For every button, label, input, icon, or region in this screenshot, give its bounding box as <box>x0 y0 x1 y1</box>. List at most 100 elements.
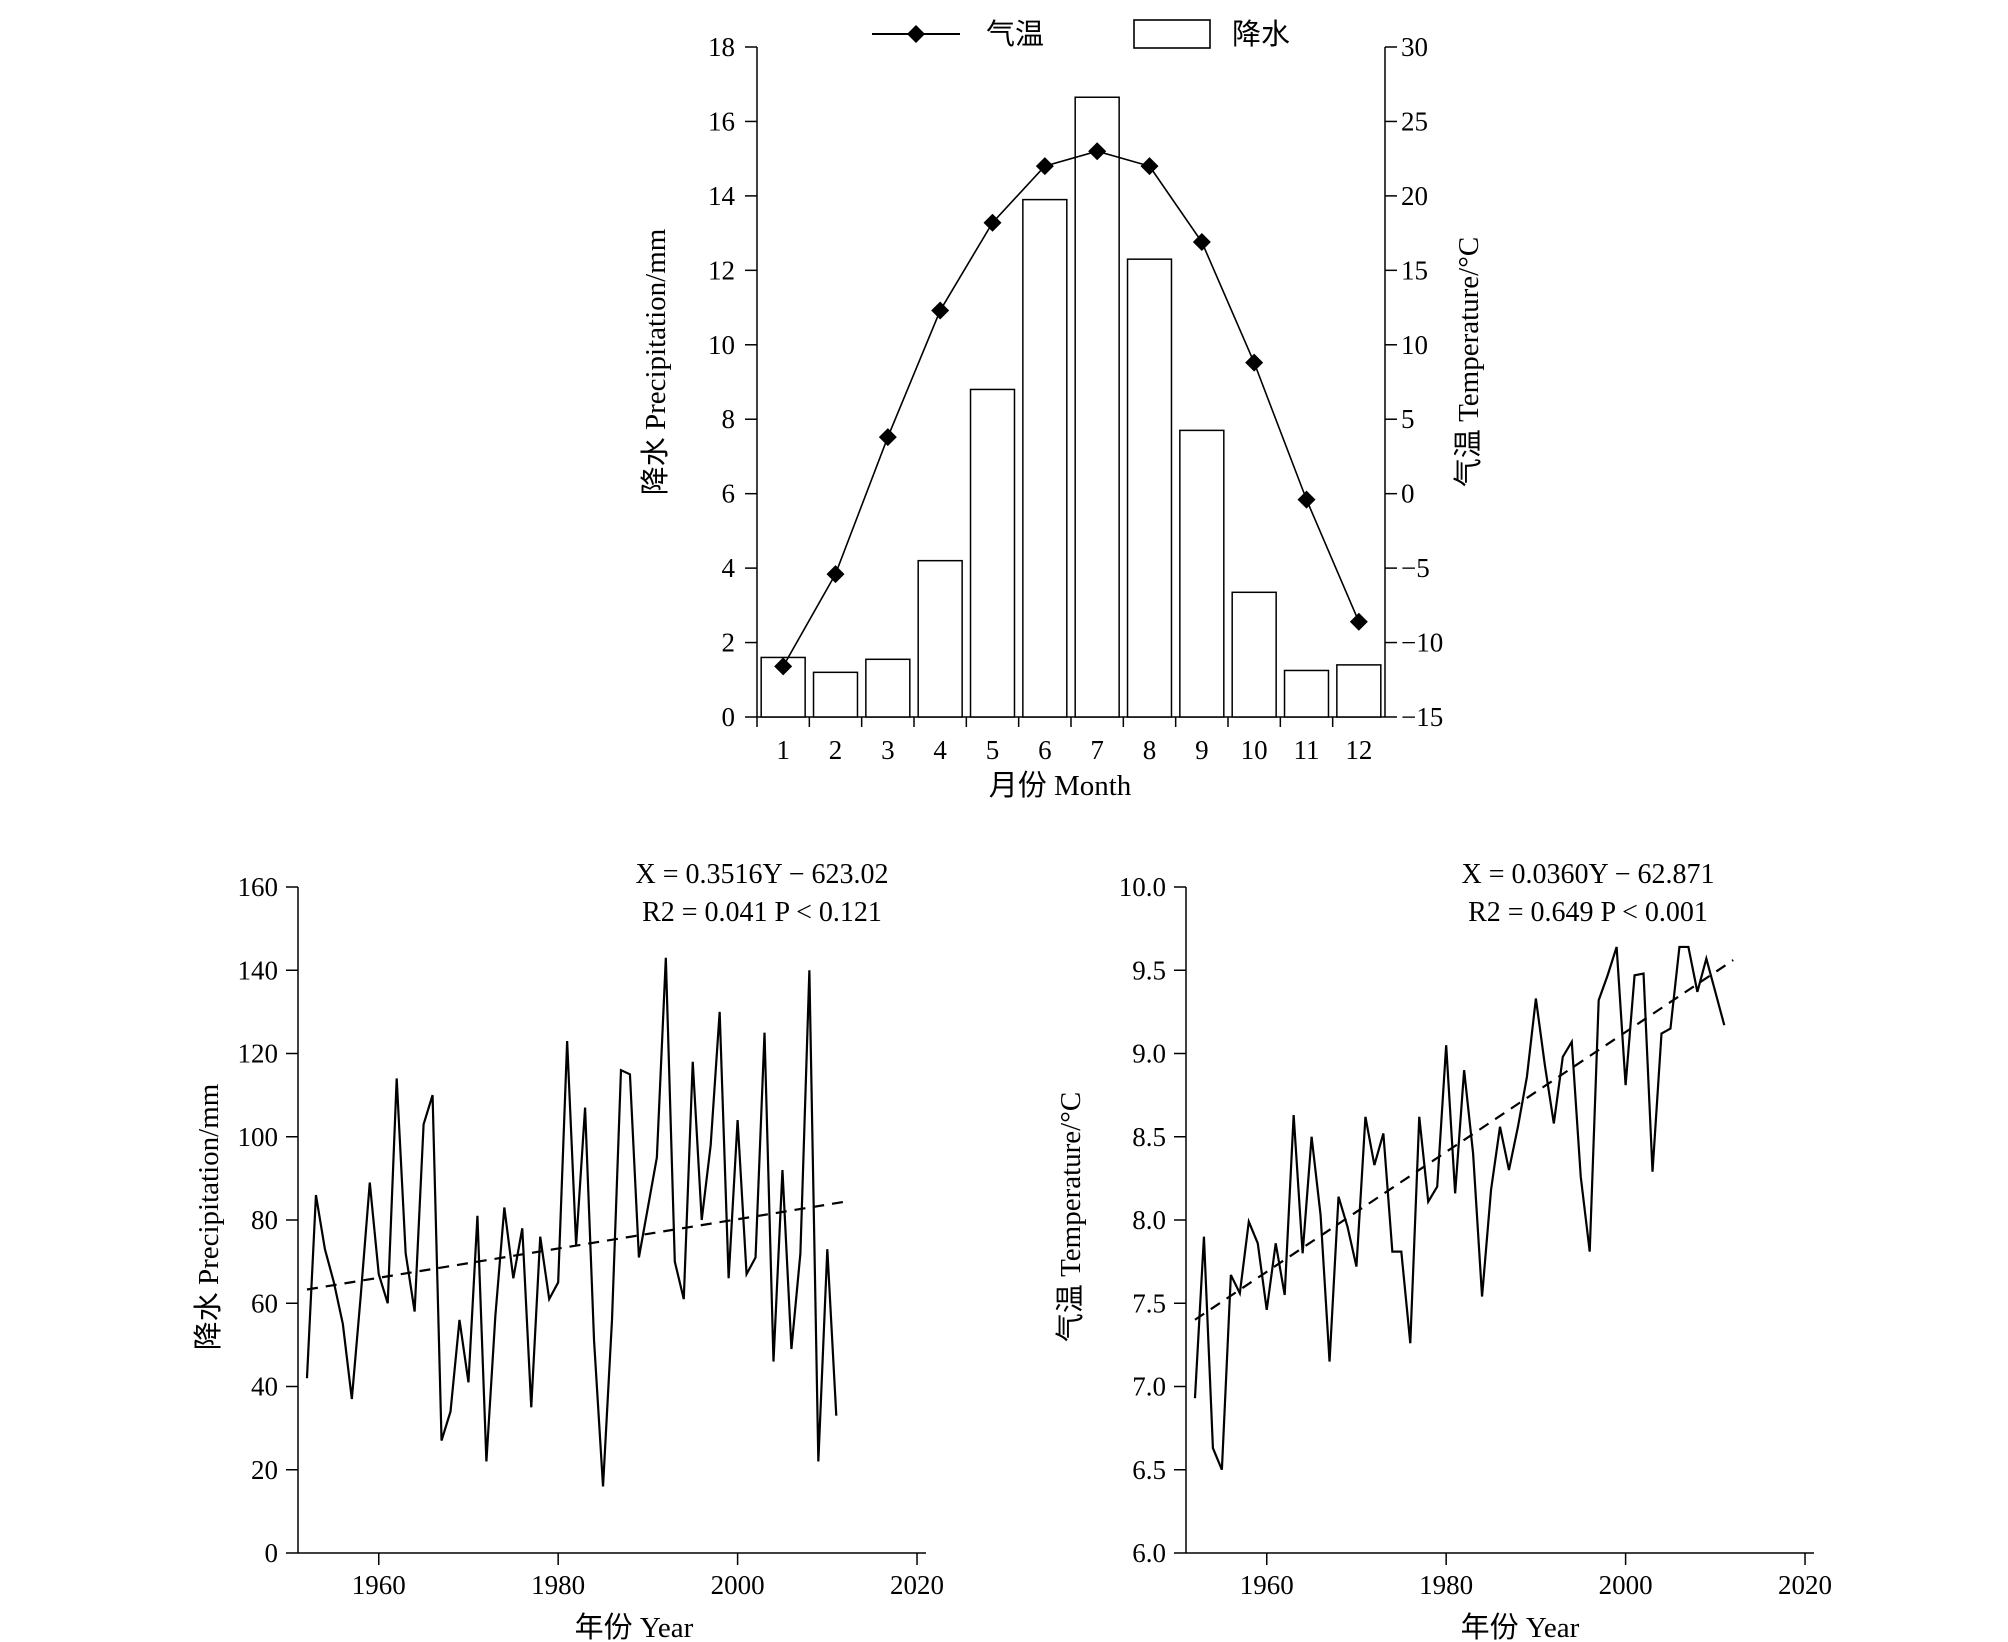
br-y-axis-label: 气温 Temperature/°C <box>1054 1092 1087 1342</box>
temperature-point <box>1245 353 1264 372</box>
y-tick-label: 60 <box>251 1288 278 1318</box>
precipitation-bar <box>1283 669 1330 718</box>
right-y-tick-label: 20 <box>1401 181 1428 211</box>
x-tick-label: 1960 <box>1240 1570 1294 1600</box>
x-tick-label: 2000 <box>711 1570 765 1600</box>
series-polyline <box>305 957 838 1487</box>
precipitation-equation: X = 0.3516Y − 623.02 <box>636 859 889 890</box>
x-tick-label: 8 <box>1143 735 1157 765</box>
left-y-tick-label: 14 <box>708 181 736 211</box>
top-right-y-axis-label: 气温 Temperature/°C <box>1452 237 1485 487</box>
legend-temperature-marker <box>907 25 925 43</box>
y-tick-label: 7.0 <box>1132 1372 1166 1402</box>
temperature-point <box>1140 157 1159 176</box>
temperature-trend-line <box>1194 959 1734 1321</box>
right-y-tick-label: 5 <box>1401 404 1415 434</box>
left-y-tick-label: 10 <box>708 330 735 360</box>
y-tick-label: 120 <box>238 1039 279 1069</box>
x-tick-label: 6 <box>1038 735 1052 765</box>
right-y-tick-label: 25 <box>1401 106 1428 136</box>
x-tick-label: 1960 <box>352 1570 406 1600</box>
y-tick-label: 9.5 <box>1132 955 1166 985</box>
x-tick-label: 11 <box>1294 735 1320 765</box>
precipitation-bar <box>1022 198 1068 718</box>
x-tick-label: 1 <box>776 735 790 765</box>
left-y-tick-label: 4 <box>722 553 736 583</box>
right-y-tick-label: −15 <box>1401 702 1443 732</box>
temperature-chart-axes: 6.0 6.5 7.0 7.5 8.0 8.5 9.0 9.5 10.0 1960 1980 2000… <box>1119 872 1832 1600</box>
x-tick-label: 2000 <box>1599 1570 1653 1600</box>
precipitation-bar <box>812 671 859 718</box>
right-y-tick-label: 0 <box>1401 479 1415 509</box>
y-tick-label: 6.5 <box>1132 1455 1166 1485</box>
right-y-tick-label: −5 <box>1401 553 1430 583</box>
y-tick-label: 6.0 <box>1132 1538 1166 1568</box>
precipitation-series <box>305 957 838 1487</box>
precipitation-bar <box>1179 429 1225 718</box>
right-y-tick-label: −10 <box>1401 628 1443 658</box>
temperature-polyline <box>782 150 1360 667</box>
precipitation-bars <box>760 96 1382 718</box>
x-tick-label: 2020 <box>890 1570 944 1600</box>
x-tick-label: 3 <box>881 735 895 765</box>
y-tick-label: 8.0 <box>1132 1205 1166 1235</box>
y-tick-label: 10.0 <box>1119 872 1166 902</box>
legend-precipitation-swatch <box>1133 19 1211 49</box>
top-x-axis-label: 月份 Month <box>989 769 1132 802</box>
temperature-point <box>983 213 1002 232</box>
right-y-tick-label: 15 <box>1401 255 1428 285</box>
precipitation-bar <box>917 559 963 718</box>
legend-precipitation-label: 降水 <box>1232 18 1290 51</box>
right-y-tick-label: 30 <box>1401 32 1428 62</box>
x-tick-label: 7 <box>1090 735 1104 765</box>
left-y-tick-label: 6 <box>722 479 736 509</box>
left-y-tick-label: 8 <box>722 404 736 434</box>
right-y-tick-label: 10 <box>1401 330 1428 360</box>
temperature-point <box>878 428 897 447</box>
x-tick-label: 10 <box>1241 735 1268 765</box>
left-y-tick-label: 16 <box>708 106 735 136</box>
x-tick-label: 12 <box>1345 735 1372 765</box>
precipitation-stats: R2 = 0.041 P < 0.121 <box>642 897 882 928</box>
precipitation-bar <box>1231 591 1277 718</box>
precipitation-trend-line <box>306 1200 846 1291</box>
legend: 气温 降水 <box>872 18 1290 51</box>
y-tick-label: 160 <box>238 872 279 902</box>
temperature-point <box>931 301 950 320</box>
temperature-point <box>774 657 793 676</box>
y-tick-label: 140 <box>238 955 279 985</box>
annual-temperature-chart: 6.0 6.5 7.0 7.5 8.0 8.5 9.0 9.5 10.0 1960 1980 2000… <box>1054 859 1832 1642</box>
temperature-point <box>1088 142 1107 161</box>
trend-dashed-line <box>306 1200 846 1291</box>
y-tick-label: 100 <box>238 1122 279 1152</box>
temperature-point <box>1192 233 1211 252</box>
x-tick-label: 2020 <box>1778 1570 1832 1600</box>
left-y-tick-label: 0 <box>722 702 736 732</box>
temperature-stats: R2 = 0.649 P < 0.001 <box>1468 897 1708 928</box>
temperature-point <box>826 565 845 584</box>
x-tick-label: 9 <box>1195 735 1209 765</box>
precipitation-bar <box>1074 96 1120 718</box>
x-tick-label: 4 <box>933 735 947 765</box>
y-tick-label: 7.5 <box>1132 1288 1166 1318</box>
temperature-line <box>774 142 1368 676</box>
temperature-series <box>1193 945 1726 1471</box>
bl-x-axis-label: 年份 Year <box>575 1611 694 1642</box>
y-tick-label: 0 <box>265 1538 279 1568</box>
temperature-equation: X = 0.0360Y − 62.871 <box>1462 859 1715 890</box>
precipitation-bar <box>1126 258 1173 718</box>
left-y-tick-label: 2 <box>722 628 736 658</box>
precipitation-chart-axes: 0 20 40 60 80 100 120 140 160 1960 1980 2000 2020 <box>238 872 945 1600</box>
br-x-axis-label: 年份 Year <box>1461 1611 1580 1642</box>
precipitation-bar <box>1336 664 1382 718</box>
precipitation-bar <box>865 658 911 718</box>
temperature-point <box>1035 157 1054 176</box>
y-tick-label: 80 <box>251 1205 278 1235</box>
y-tick-label: 8.5 <box>1132 1122 1166 1152</box>
temperature-point <box>1349 612 1368 631</box>
x-tick-label: 2 <box>829 735 843 765</box>
annual-precipitation-chart: 0 20 40 60 80 100 120 140 160 1960 1980 2000 2020 X … <box>192 859 944 1642</box>
